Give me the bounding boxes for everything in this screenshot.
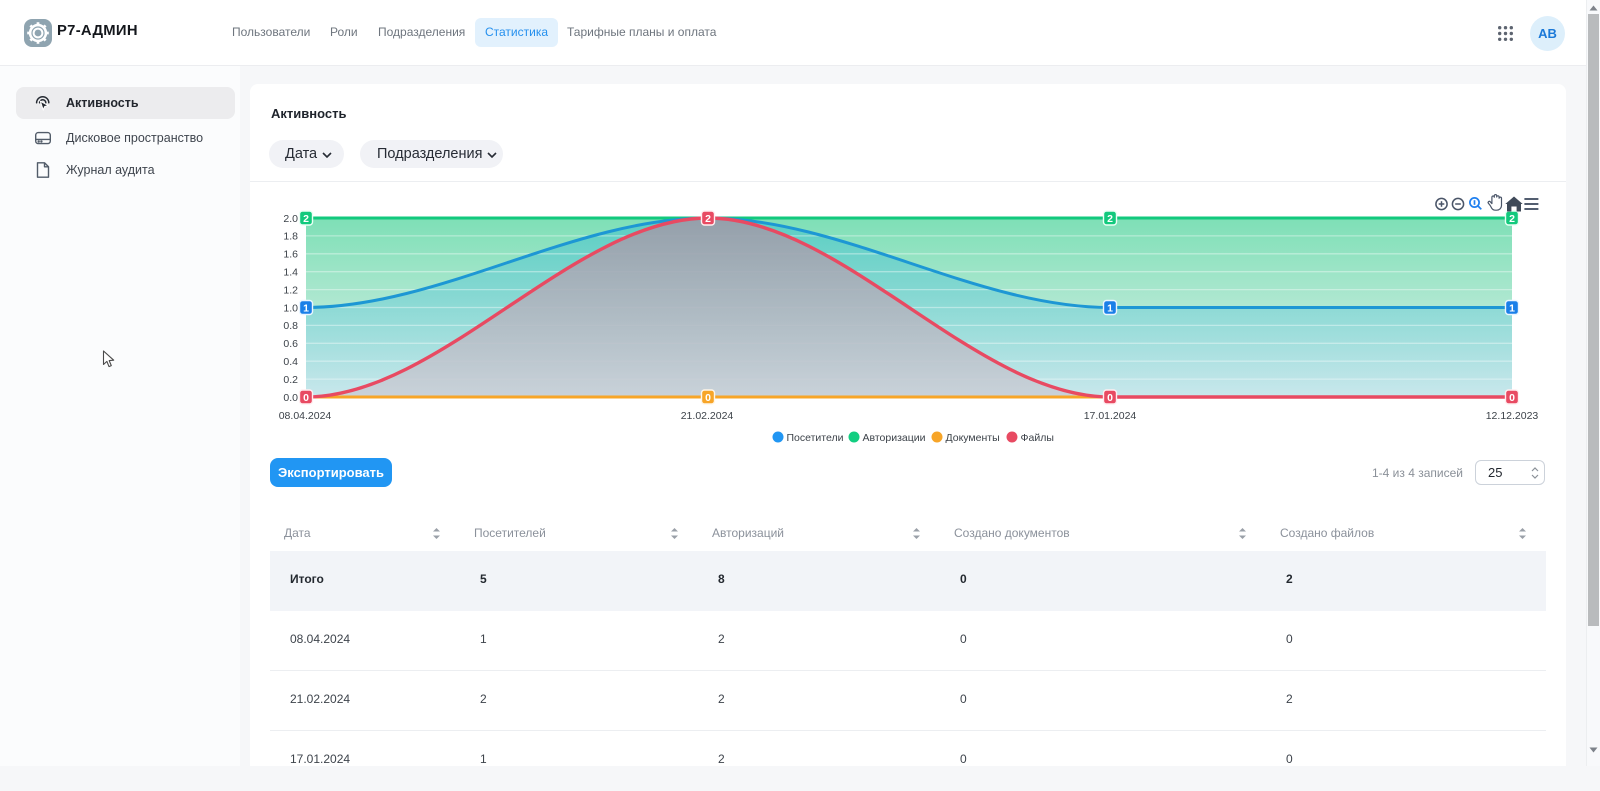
svg-text:2.0: 2.0 xyxy=(283,213,298,225)
svg-text:0.6: 0.6 xyxy=(283,338,298,350)
svg-text:2: 2 xyxy=(1509,213,1515,225)
svg-text:0: 0 xyxy=(303,392,309,404)
svg-text:12.12.2023: 12.12.2023 xyxy=(1486,410,1539,422)
svg-text:2: 2 xyxy=(705,213,711,225)
svg-text:1.0: 1.0 xyxy=(283,302,298,314)
svg-text:Файлы: Файлы xyxy=(1021,432,1054,444)
svg-text:0.4: 0.4 xyxy=(283,356,298,368)
svg-text:0: 0 xyxy=(1107,392,1113,404)
svg-text:1: 1 xyxy=(1107,302,1113,314)
svg-text:1.6: 1.6 xyxy=(283,249,298,261)
svg-text:1.2: 1.2 xyxy=(283,284,298,296)
svg-text:2: 2 xyxy=(1107,213,1113,225)
svg-text:0.0: 0.0 xyxy=(283,392,298,404)
svg-text:1.8: 1.8 xyxy=(283,231,298,243)
svg-text:0: 0 xyxy=(1509,392,1515,404)
svg-text:2: 2 xyxy=(303,213,309,225)
svg-text:08.04.2024: 08.04.2024 xyxy=(279,410,332,422)
svg-text:0: 0 xyxy=(705,392,711,404)
svg-text:0.8: 0.8 xyxy=(283,320,298,332)
svg-text:0.2: 0.2 xyxy=(283,374,298,386)
svg-text:21.02.2024: 21.02.2024 xyxy=(681,410,734,422)
svg-text:Посетители: Посетители xyxy=(787,432,844,444)
svg-text:Документы: Документы xyxy=(946,432,1000,444)
svg-text:Авторизации: Авторизации xyxy=(863,432,926,444)
svg-text:1.4: 1.4 xyxy=(283,267,298,279)
svg-text:1: 1 xyxy=(303,302,309,314)
svg-text:1: 1 xyxy=(1509,302,1515,314)
svg-text:17.01.2024: 17.01.2024 xyxy=(1084,410,1137,422)
